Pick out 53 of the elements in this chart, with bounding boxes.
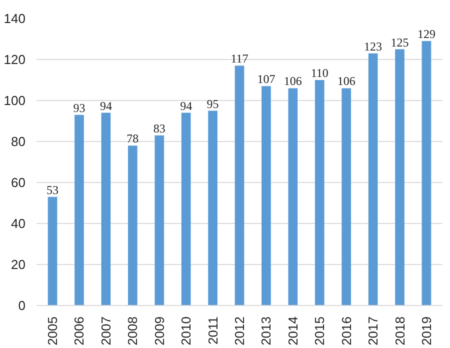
bar [288, 88, 298, 306]
data-label: 129 [417, 27, 436, 42]
data-label: 125 [390, 35, 409, 50]
x-tick-label: 2018 [392, 316, 408, 346]
x-tick-label: 2013 [258, 316, 274, 346]
y-tick-label: 80 [11, 134, 26, 149]
x-tick-label: 2006 [72, 316, 87, 346]
bar [208, 110, 218, 306]
x-tick-label: 2007 [98, 316, 114, 346]
data-label: 53 [46, 182, 59, 197]
x-tick-label: 2010 [178, 316, 194, 346]
data-label: 78 [126, 132, 139, 146]
bar [128, 146, 138, 306]
data-label: 93 [73, 100, 86, 115]
data-label: 83 [153, 121, 166, 136]
bar [48, 196, 58, 306]
y-tick-label: 40 [11, 216, 26, 231]
y-tick-label: 20 [11, 257, 26, 272]
x-tick-label: 2015 [312, 316, 328, 346]
bar [181, 112, 191, 306]
data-label: 95 [206, 96, 219, 111]
data-label: 94 [180, 98, 192, 113]
bar [74, 114, 84, 306]
x-tick-label: 2012 [232, 316, 247, 346]
x-tick-label: 2016 [338, 316, 354, 346]
x-tick-label: 2019 [418, 316, 434, 346]
bar [395, 49, 404, 306]
y-tick-label: 120 [4, 52, 26, 67]
bar [154, 135, 164, 306]
bar [342, 88, 352, 306]
data-label: 117 [230, 52, 248, 66]
bar [422, 41, 432, 306]
y-tick-label: 0 [18, 298, 26, 313]
x-tick-label: 2014 [285, 316, 300, 346]
x-tick-label: 2011 [205, 316, 220, 344]
data-label: 123 [364, 39, 382, 54]
bar [234, 66, 244, 306]
y-tick-label: 140 [4, 11, 26, 26]
data-label: 107 [257, 72, 276, 86]
x-tick-label: 2008 [125, 316, 140, 346]
data-label: 110 [310, 66, 328, 80]
bar [314, 80, 324, 306]
x-tick-label: 2017 [366, 316, 381, 346]
x-tick-label: 2009 [152, 316, 167, 346]
bar [368, 53, 378, 306]
data-label: 106 [337, 74, 356, 88]
y-tick-label: 100 [4, 93, 26, 108]
y-tick-label: 60 [11, 175, 26, 190]
bar [101, 112, 111, 306]
data-label: 94 [100, 98, 112, 113]
bar [262, 86, 271, 306]
x-tick-label: 2005 [45, 316, 60, 346]
data-label: 106 [284, 74, 302, 88]
